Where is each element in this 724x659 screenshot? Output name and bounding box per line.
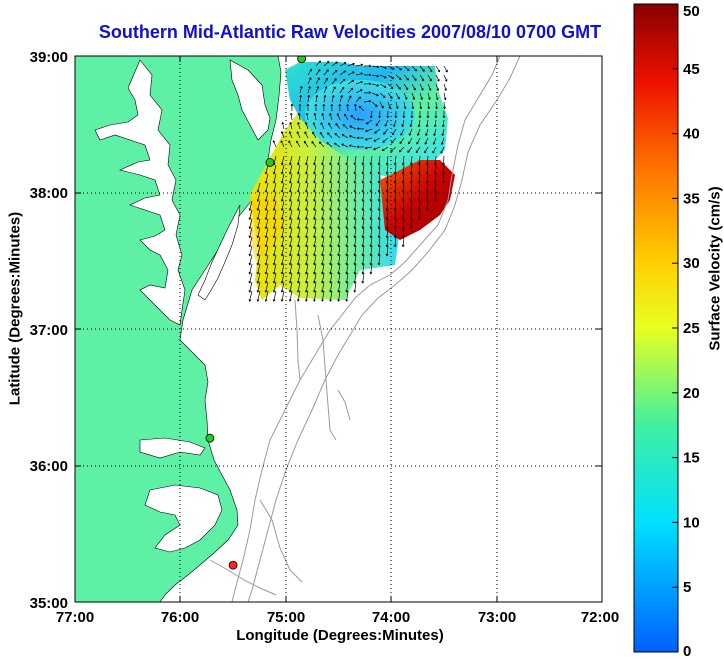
radar-station-marker (297, 56, 307, 64)
colorbar-tick-label: 25 (683, 320, 700, 337)
chesapeake-bay (94, 59, 186, 326)
colorbar-tick-label: 40 (683, 126, 700, 143)
tick-marks (75, 56, 602, 602)
colorbar (633, 3, 679, 653)
y-tick-label: 36:00 (30, 458, 68, 475)
colorbar-tick-label: 0 (683, 643, 691, 659)
bathymetry-contours (209, 56, 521, 602)
colorbar-tick-label: 35 (683, 190, 700, 207)
radar-stations (205, 56, 307, 570)
y-tick-label: 38:00 (30, 185, 68, 202)
colorbar-ticks: 0 5 10 15 20 25 30 35 40 45 50 (672, 3, 700, 659)
colorbar-tick-label: 45 (683, 61, 700, 78)
x-tick-label: 74:00 (372, 609, 410, 626)
x-tick-label: 77:00 (56, 609, 94, 626)
x-axis-label: Longitude (Degrees:Minutes) (236, 627, 444, 644)
x-tick-label: 75:00 (267, 609, 305, 626)
radar-station-marker (205, 433, 215, 443)
colorbar-tick-label: 5 (683, 579, 691, 596)
colorbar-tick-label: 15 (683, 450, 700, 467)
y-tick-label: 37:00 (30, 322, 68, 339)
colorbar-tick-label: 10 (683, 514, 700, 531)
x-tick-label: 73:00 (478, 609, 516, 626)
grid-lines (75, 56, 602, 602)
colorbar-label: Surface Velocity (cm/s) (706, 186, 724, 351)
x-tick-label: 76:00 (161, 609, 199, 626)
x-tick-labels: 77:00 76:00 75:00 74:00 73:00 72:00 (56, 609, 619, 626)
radar-station-marker (265, 158, 275, 167)
y-tick-label: 35:00 (30, 595, 68, 612)
albemarle-sound (139, 437, 206, 459)
colorbar-tick-label: 50 (683, 3, 700, 20)
colorbar-tick-label: 20 (683, 385, 700, 402)
radar-station-marker (228, 560, 238, 570)
eastern-shore-water (197, 204, 241, 301)
x-tick-label: 72:00 (581, 609, 619, 626)
y-tick-labels: 35:00 36:00 37:00 38:00 39:00 (30, 49, 68, 612)
pamlico-sound (144, 484, 223, 553)
velocity-arrows (248, 60, 448, 302)
colorbar-tick-label: 30 (683, 255, 700, 272)
y-tick-label: 39:00 (30, 49, 68, 66)
land-mass (75, 56, 282, 602)
chart-title: Southern Mid-Atlantic Raw Velocities 200… (98, 22, 602, 42)
velocity-arrow-set (248, 60, 448, 302)
y-axis-label: Latitude (Degrees:Minutes) (6, 211, 24, 406)
delaware-bay (229, 59, 271, 141)
velocity-field (250, 62, 455, 300)
